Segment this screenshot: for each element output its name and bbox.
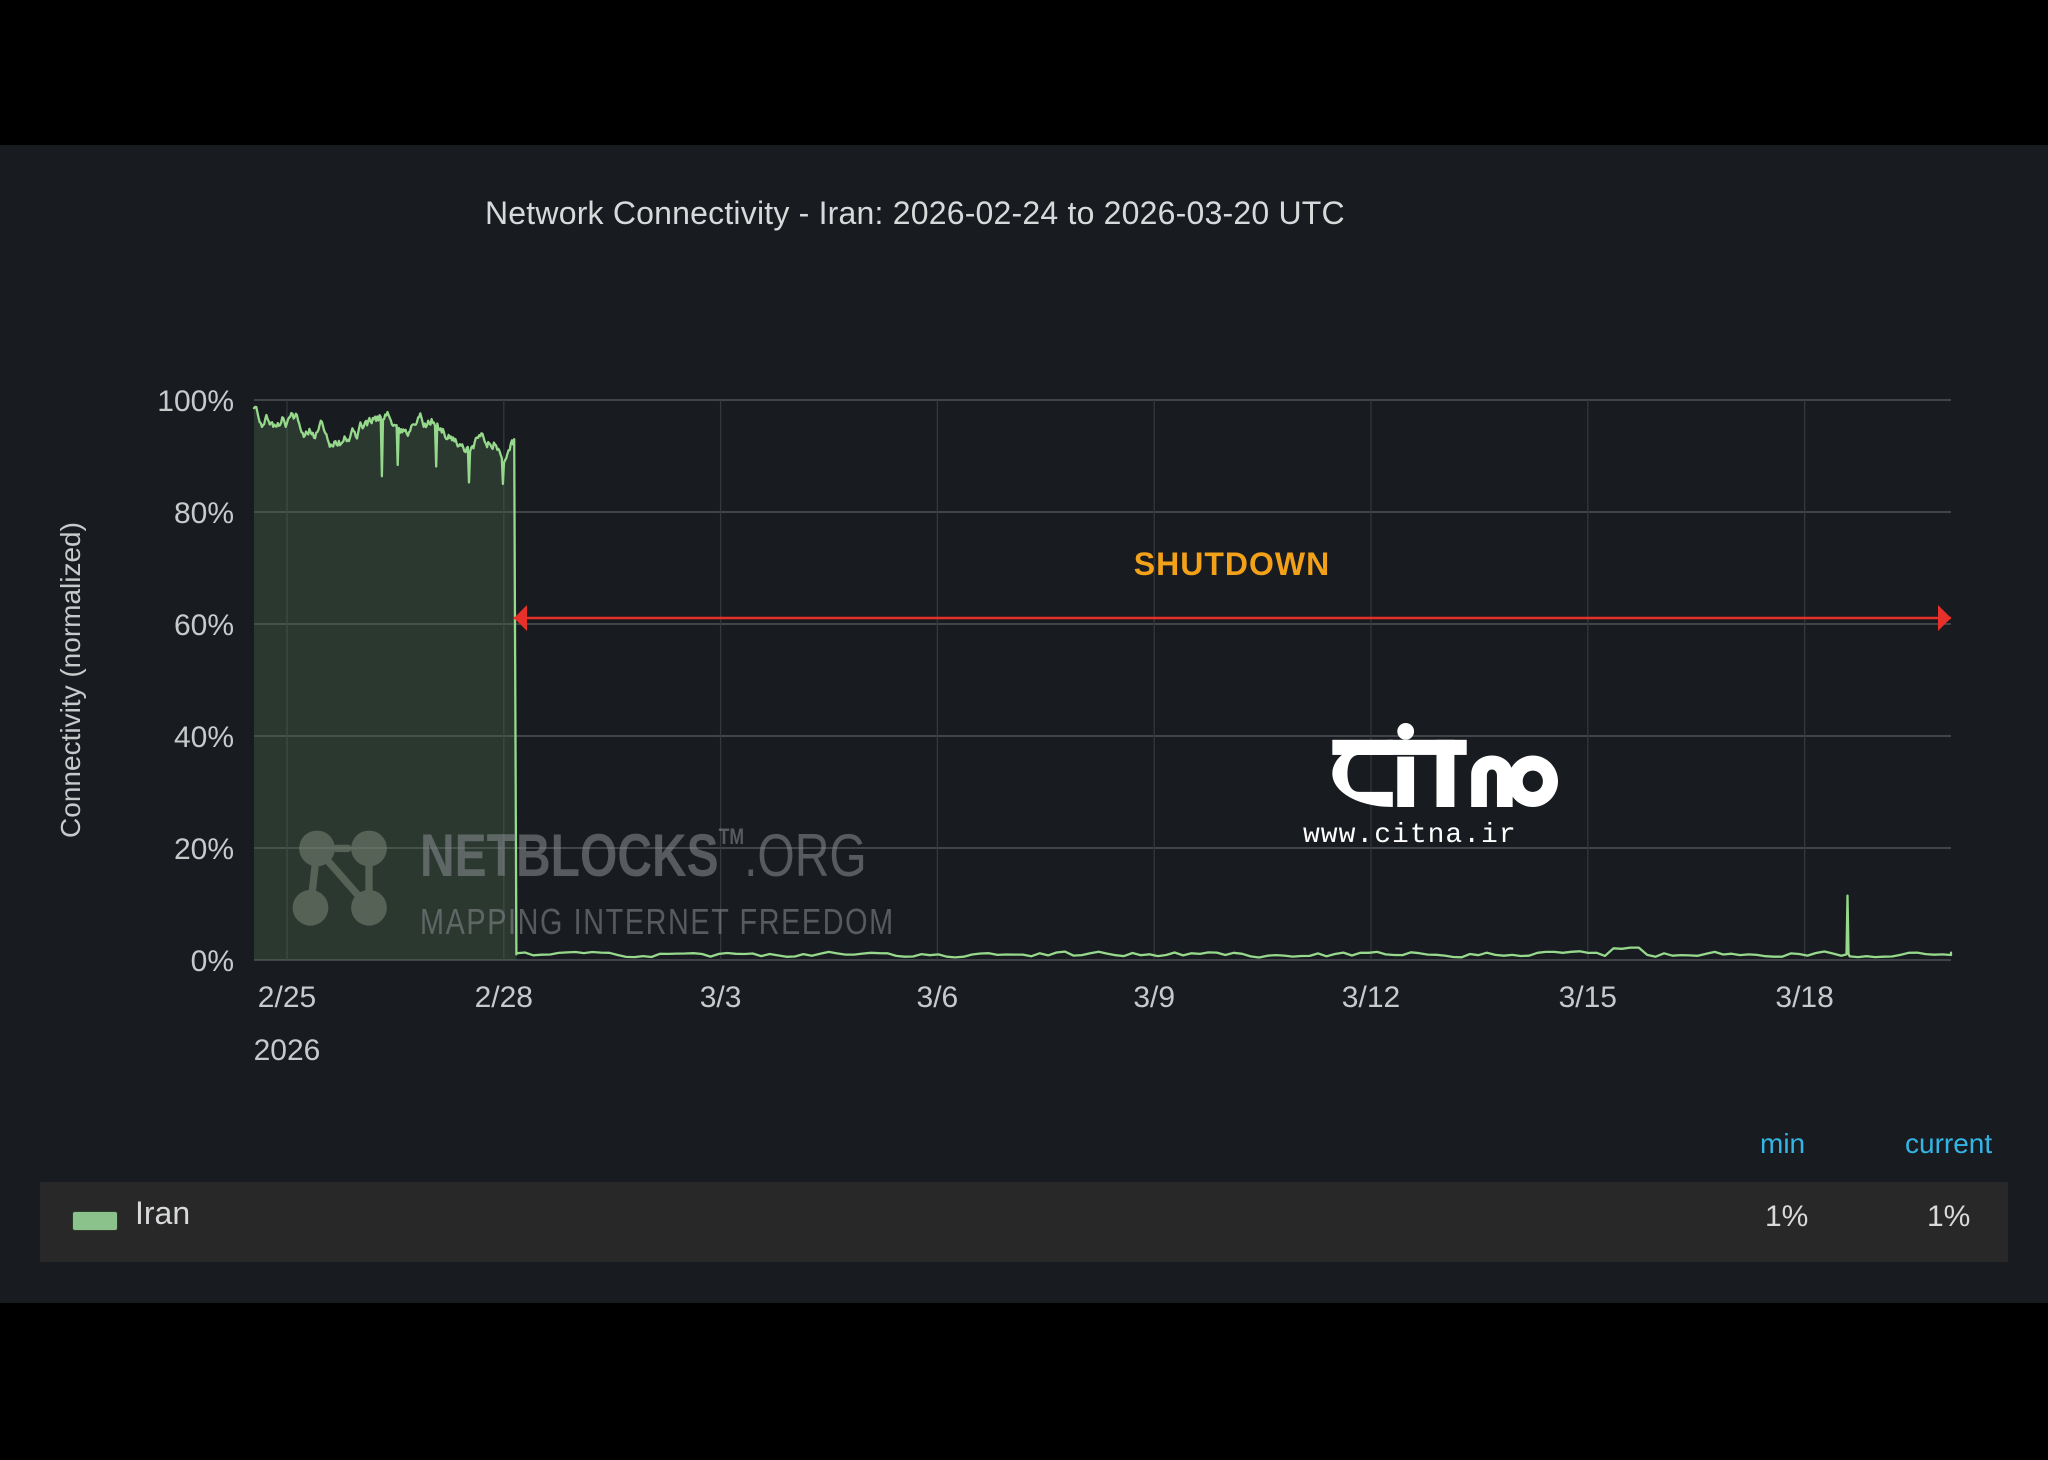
svg-text:Connectivity (normalized): Connectivity (normalized): [55, 522, 86, 838]
svg-text:100%: 100%: [157, 385, 234, 418]
svg-text:3/6: 3/6: [917, 981, 959, 1014]
svg-text:0%: 0%: [191, 945, 234, 978]
svg-text:3/18: 3/18: [1775, 981, 1833, 1014]
svg-text:60%: 60%: [174, 609, 234, 642]
svg-text:3/15: 3/15: [1559, 981, 1617, 1014]
svg-text:2/25: 2/25: [258, 981, 316, 1014]
svg-text:3/12: 3/12: [1342, 981, 1400, 1014]
svg-text:3/3: 3/3: [700, 981, 742, 1014]
svg-text:3/9: 3/9: [1133, 981, 1175, 1014]
svg-text:80%: 80%: [174, 497, 234, 530]
svg-text:20%: 20%: [174, 833, 234, 866]
svg-text:40%: 40%: [174, 721, 234, 754]
svg-text:2026: 2026: [254, 1034, 321, 1067]
svg-text:2/28: 2/28: [475, 981, 533, 1014]
